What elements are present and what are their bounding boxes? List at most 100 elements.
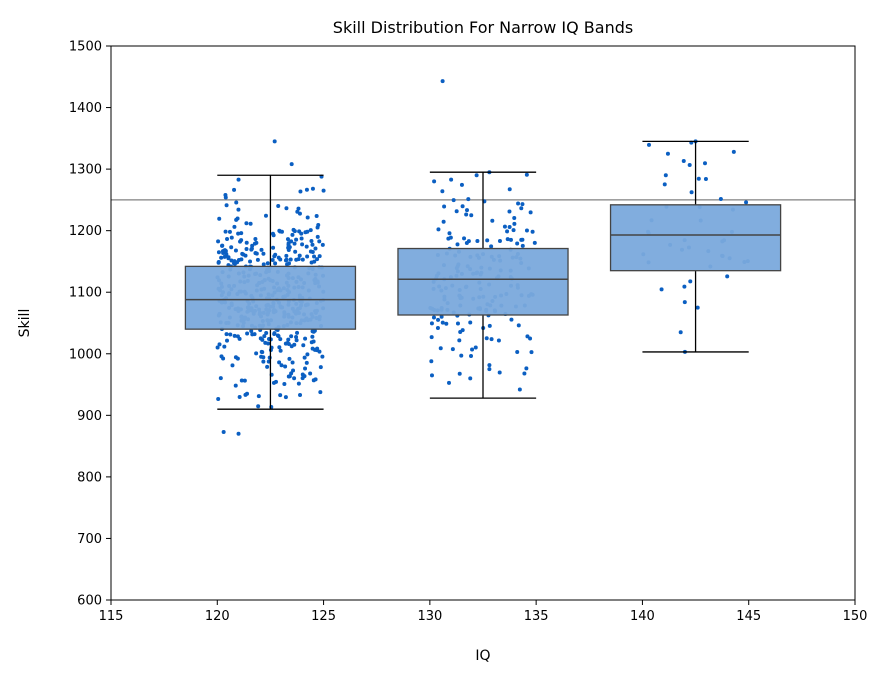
data-point	[261, 251, 266, 256]
data-point	[524, 228, 529, 233]
data-point	[232, 224, 237, 229]
data-point	[469, 213, 474, 218]
data-point	[312, 254, 317, 259]
data-point	[232, 333, 237, 338]
data-point	[702, 161, 707, 166]
data-point	[310, 334, 315, 339]
data-point	[459, 353, 464, 358]
data-point	[505, 229, 510, 234]
data-point	[266, 359, 271, 364]
data-point	[265, 364, 270, 369]
data-point	[507, 187, 512, 192]
data-point	[312, 259, 317, 264]
data-point	[436, 227, 441, 232]
data-point	[286, 341, 291, 346]
data-point	[282, 381, 287, 386]
data-point	[448, 235, 453, 240]
data-point	[681, 158, 686, 163]
data-point	[225, 237, 230, 242]
data-point	[259, 247, 264, 252]
data-point	[284, 253, 289, 258]
data-point	[440, 189, 445, 194]
data-point	[682, 300, 687, 305]
data-point	[219, 255, 224, 260]
data-point	[256, 394, 261, 399]
data-point	[317, 254, 322, 259]
data-point	[460, 328, 465, 333]
data-point	[290, 360, 295, 365]
data-point	[244, 221, 249, 226]
data-point	[515, 350, 520, 355]
data-point	[309, 340, 314, 345]
data-point	[283, 364, 288, 369]
y-tick-label: 700	[77, 532, 102, 547]
data-point	[217, 216, 222, 221]
data-point	[457, 371, 462, 376]
data-point	[255, 257, 260, 262]
data-point	[318, 365, 323, 370]
box-1	[184, 265, 357, 330]
data-point	[261, 359, 266, 364]
data-point	[292, 229, 297, 234]
data-point	[516, 201, 521, 206]
data-point	[457, 338, 462, 343]
data-point	[302, 355, 307, 360]
data-point	[235, 334, 240, 339]
data-point	[278, 229, 283, 234]
data-point	[260, 350, 265, 355]
data-point	[487, 367, 492, 372]
data-point	[466, 197, 471, 202]
data-point	[678, 330, 683, 335]
data-point	[469, 353, 474, 358]
data-point	[289, 239, 294, 244]
data-point	[236, 177, 241, 182]
data-point	[278, 348, 283, 353]
data-point	[320, 242, 325, 247]
data-point	[267, 355, 272, 360]
data-point	[444, 321, 449, 326]
data-point	[294, 338, 299, 343]
data-point	[271, 380, 276, 385]
data-point	[497, 370, 502, 375]
data-point	[230, 363, 235, 368]
data-point	[276, 203, 281, 208]
data-point	[505, 237, 510, 242]
data-point	[449, 177, 454, 182]
data-point	[522, 371, 527, 376]
data-point	[299, 231, 304, 236]
data-point	[262, 334, 267, 339]
x-tick-label: 115	[99, 609, 124, 624]
data-point	[223, 195, 228, 200]
data-point	[261, 355, 266, 360]
data-point	[321, 188, 326, 193]
data-point	[464, 212, 469, 217]
data-point	[222, 254, 227, 259]
data-point	[529, 350, 534, 355]
x-axis-ticks: 115 120 125 130 135 140 145 150	[99, 600, 867, 624]
data-point	[532, 240, 537, 245]
data-point	[232, 262, 237, 267]
data-point	[279, 363, 284, 368]
data-point	[429, 359, 434, 364]
data-point	[316, 222, 321, 227]
data-point	[300, 257, 305, 262]
y-tick-label: 1000	[69, 347, 102, 362]
data-point	[317, 239, 322, 244]
data-point	[236, 257, 241, 262]
data-point	[519, 206, 524, 211]
data-point	[475, 238, 480, 243]
data-point	[310, 186, 315, 191]
data-point	[216, 260, 221, 265]
data-point	[524, 172, 529, 177]
data-point	[244, 240, 249, 245]
data-point	[220, 243, 225, 248]
data-point	[455, 242, 460, 247]
x-tick-label: 120	[205, 609, 230, 624]
data-point	[236, 231, 241, 236]
data-point	[290, 232, 295, 237]
data-point	[253, 237, 258, 242]
data-point	[239, 378, 244, 383]
data-point	[659, 287, 664, 292]
y-axis-label: Skill	[17, 309, 33, 338]
data-point	[451, 198, 456, 203]
